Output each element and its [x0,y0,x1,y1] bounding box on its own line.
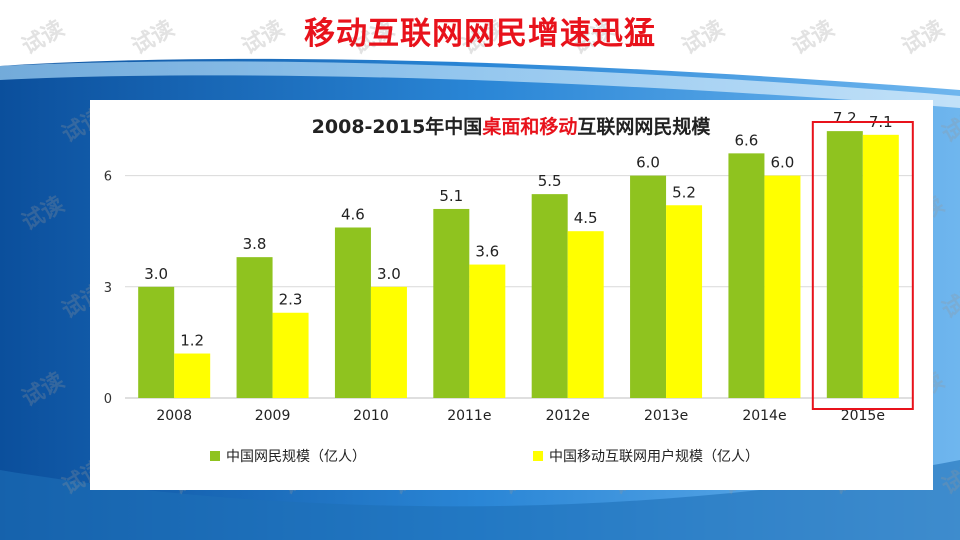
bar-chart: 2008-2015年中国桌面和移动互联网网民规模 0 3 6 3.0 1.2 2008 3.8… [104,109,914,465]
chart-title-part: 互联网网民规模 [577,115,711,138]
bar [728,153,765,398]
watermark: 试读 [17,368,69,412]
data-label: 2.3 [279,291,303,309]
x-tick-label: 2012e [546,408,590,424]
bar [567,231,604,398]
bar [433,208,470,398]
bar [334,227,371,398]
bar [272,312,309,398]
legend-label: 中国网民规模（亿人） [226,449,366,465]
bar [630,175,667,398]
bar [862,134,899,398]
highlight-box [811,121,914,410]
chart-title-part: 2008-2015年中国 [312,115,483,138]
x-tick-label: 2010 [353,408,389,424]
x-tick-label: 2015e [841,408,885,424]
chart-title: 2008-2015年中国桌面和移动互联网网民规模 [312,115,712,138]
watermark: 试读 [17,192,69,236]
data-label: 4.6 [341,205,365,223]
y-tick-label: 3 [104,281,112,296]
bar [370,286,407,398]
bar [174,353,211,398]
chart-title-highlight: 桌面和移动 [482,115,577,138]
legend-swatch [210,451,220,461]
x-tick-label: 2014e [742,408,786,424]
data-label: 3.0 [377,265,401,283]
y-tick-label: 6 [104,170,112,185]
chart-panel: 2008-2015年中国桌面和移动互联网网民规模 0 3 6 3.0 1.2 2008 3.8… [90,100,933,490]
watermark: 试读 [937,104,960,148]
data-label: 1.2 [180,332,204,350]
data-label: 3.6 [475,243,499,261]
x-tick-label: 2009 [255,408,291,424]
x-tick-label: 2013e [644,408,688,424]
legend-label: 中国移动互联网用户规模（亿人） [549,448,759,465]
bar [236,257,273,398]
data-label: 3.8 [243,235,267,253]
data-label: 4.5 [574,209,598,227]
data-label: 5.2 [672,183,696,201]
bar [531,194,568,398]
x-tick-label: 2011e [447,408,491,424]
watermark: 试读 [937,280,960,324]
x-tick-label: 2008 [156,408,192,424]
slide-title: 移动互联网网民增速迅猛 [304,16,656,52]
legend-swatch [533,451,543,461]
data-label: 5.5 [538,172,562,190]
data-label: 6.0 [771,154,795,172]
data-label: 6.0 [636,154,660,172]
data-label: 5.1 [439,187,463,205]
data-label: 7.2 [833,109,857,127]
bar [764,175,801,398]
data-label: 3.0 [144,265,168,283]
bar [666,205,703,398]
y-tick-label: 0 [104,392,112,407]
bar [826,131,863,398]
bar [138,286,175,398]
watermark: 试读 [937,456,960,500]
data-label: 6.6 [735,131,759,149]
bar [469,264,506,398]
